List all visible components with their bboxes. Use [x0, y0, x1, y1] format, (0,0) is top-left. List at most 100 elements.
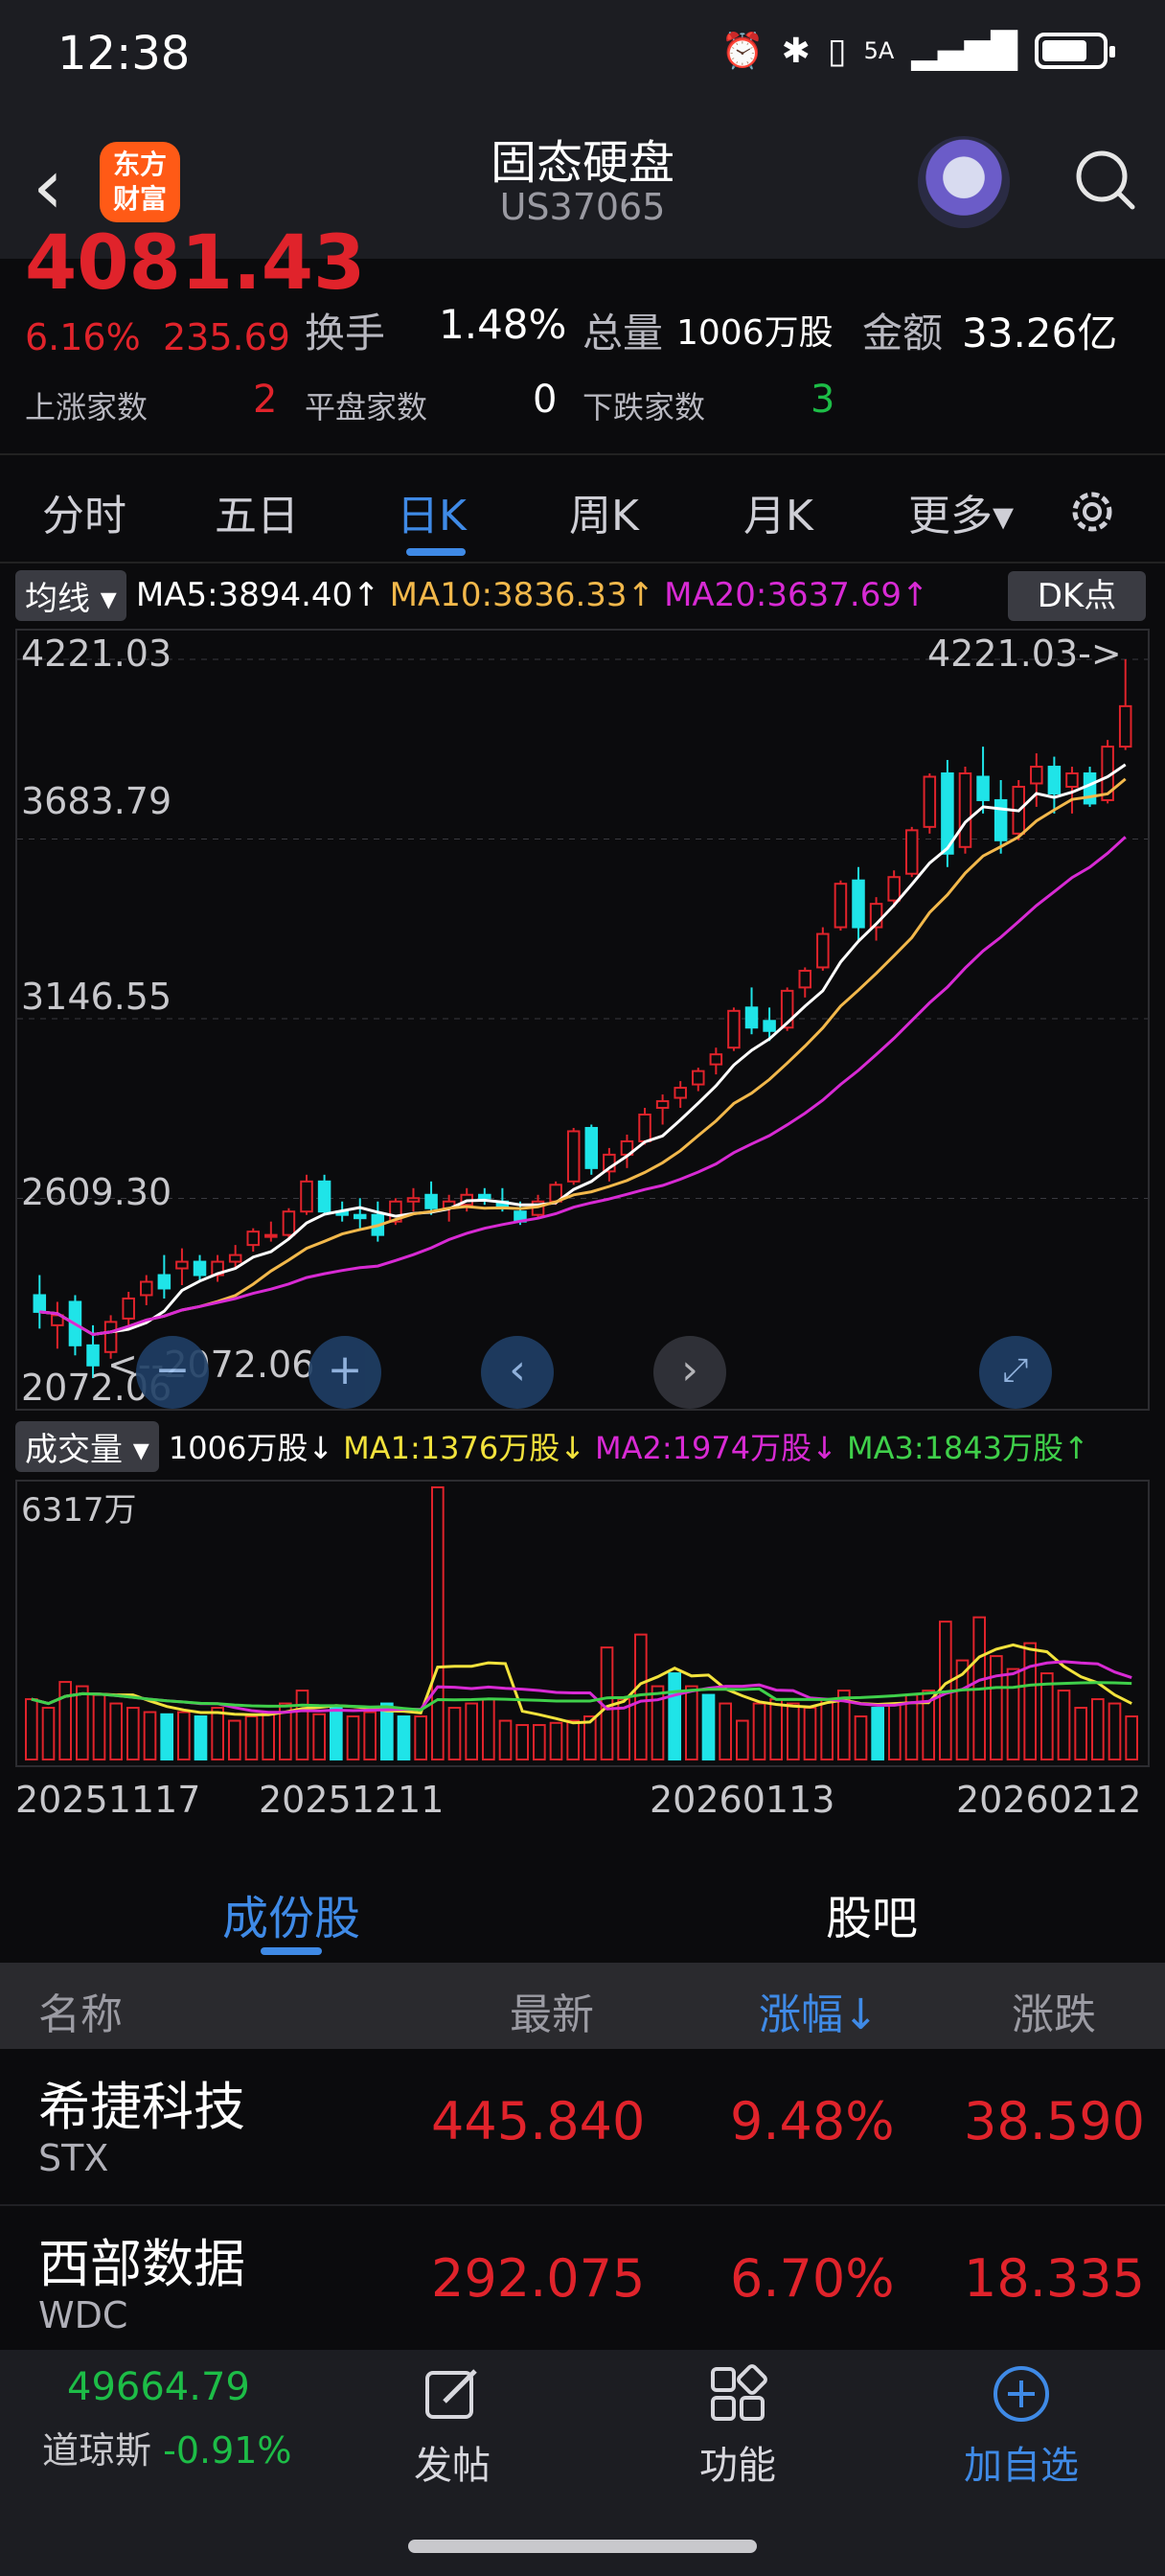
tab-forum[interactable]: 股吧: [826, 1892, 919, 1945]
chart-zoom-in-button[interactable]: +: [308, 1336, 381, 1409]
ma20-label: MA20:3637.69↑: [664, 576, 929, 614]
tab-indicator: [406, 548, 466, 556]
candle-body: [300, 1180, 313, 1213]
kline-chart[interactable]: 4221.03 3683.79 3146.55 2609.30 2072.06 …: [15, 629, 1150, 1411]
brand-logo: 东方 财富: [100, 142, 180, 222]
candle-body: [1047, 766, 1062, 794]
index-value[interactable]: 49664.79: [67, 2365, 250, 2409]
volume-bar: [194, 1715, 208, 1760]
volume-bar: [820, 1698, 834, 1760]
volume-chart[interactable]: 6317万: [15, 1480, 1150, 1767]
volume-bar: [533, 1724, 546, 1760]
candle-body: [389, 1200, 402, 1223]
table-row[interactable]: 希捷科技 STX 445.840 9.48% 38.590: [0, 2049, 1165, 2206]
volume-bar: [160, 1713, 173, 1761]
volume-legend: 成交量 ▾ 1006万股↓ MA1:1376万股↓ MA2:1974万股↓ MA…: [15, 1420, 1089, 1472]
chart-right-button[interactable]: ›: [653, 1336, 726, 1409]
volume-bar: [465, 1702, 478, 1760]
candle-body: [228, 1254, 242, 1263]
fullscreen-icon[interactable]: ⤢: [979, 1336, 1052, 1409]
tab-constituents[interactable]: 成份股: [222, 1892, 361, 1945]
volume-bar: [701, 1693, 716, 1760]
stock-last: 292.075: [431, 2248, 646, 2309]
candle-body: [584, 1126, 599, 1169]
volume-bar: [447, 1707, 462, 1760]
ma5-label: MA5:3894.40↑: [135, 576, 380, 614]
candle-body: [727, 1009, 741, 1049]
candle-body: [798, 969, 812, 989]
volume-bar: [498, 1719, 513, 1760]
candle-body: [353, 1213, 367, 1220]
table-row[interactable]: 西部数据 WDC 292.075 6.70% 18.335: [0, 2206, 1165, 2363]
stock-change: 18.335: [964, 2248, 1145, 2309]
nav-functions[interactable]: 功能: [661, 2363, 814, 2490]
tab-more[interactable]: 更多▾: [908, 492, 1015, 540]
volume-value: 1006万股: [676, 313, 834, 353]
tab-intraday[interactable]: 分时: [42, 492, 126, 540]
dk-point-button[interactable]: DK点: [1008, 571, 1146, 621]
volume-bar: [888, 1702, 902, 1760]
volume-bar: [1074, 1707, 1087, 1760]
y-tick-label: 4221.03: [21, 632, 172, 675]
candle-body: [264, 1233, 278, 1238]
kline-svg: [17, 658, 1148, 1379]
back-button[interactable]: ‹: [33, 142, 63, 231]
high-annotation: 4221.03->: [927, 632, 1122, 675]
ma10-label: MA10:3836.33↑: [389, 576, 655, 614]
search-icon[interactable]: [1071, 136, 1138, 222]
nav-add-watchlist[interactable]: 加自选: [945, 2363, 1098, 2490]
candle-body: [958, 772, 972, 848]
volume-bar: [1125, 1715, 1138, 1760]
candle-body: [744, 1006, 759, 1029]
flat-count-label: 平盘家数: [305, 389, 428, 426]
candle-body: [923, 775, 937, 828]
volume-bar: [1091, 1698, 1105, 1760]
col-change[interactable]: 涨跌: [1012, 1990, 1096, 2039]
volume-bar: [482, 1698, 495, 1760]
volume-bar: [228, 1719, 241, 1760]
volume-bar: [634, 1633, 648, 1760]
candle-body: [834, 883, 848, 929]
tab-daily-k[interactable]: 日K: [397, 492, 467, 540]
candle-body: [638, 1114, 651, 1142]
stock-pct: 9.48%: [730, 2091, 895, 2151]
page-subtitle: US37065: [499, 186, 666, 228]
tab-monthly-k[interactable]: 月K: [743, 492, 813, 540]
stock-pct: 6.70%: [730, 2248, 895, 2309]
edit-icon: [425, 2369, 477, 2419]
home-indicator[interactable]: [408, 2540, 757, 2553]
volume-bar: [244, 1715, 259, 1760]
col-last[interactable]: 最新: [510, 1990, 594, 2039]
candle-body: [941, 772, 954, 855]
volume-bar: [1057, 1690, 1071, 1760]
candle-body: [175, 1260, 189, 1270]
assistant-avatar[interactable]: [918, 136, 1010, 228]
x-date-label: 20251211: [259, 1779, 445, 1821]
volume-bar: [769, 1698, 783, 1760]
ma-selector[interactable]: 均线 ▾: [15, 569, 126, 621]
volume-bar: [990, 1655, 1003, 1760]
volume-bar: [380, 1702, 394, 1760]
volume-bar: [312, 1713, 326, 1761]
volume-bar: [109, 1702, 123, 1760]
quote-panel: 4081.43 6.16% 235.69 换手 1.48% 总量 1006万股 …: [0, 220, 1165, 455]
volume-selector[interactable]: 成交量 ▾: [15, 1420, 159, 1472]
col-name[interactable]: 名称: [38, 1990, 123, 2039]
chart-zoom-out-button[interactable]: −: [136, 1336, 209, 1409]
y-tick-label: 2609.30: [21, 1171, 172, 1213]
tab-five-day[interactable]: 五日: [215, 492, 299, 540]
volume-bar: [803, 1707, 817, 1760]
col-pct[interactable]: 涨幅↓: [759, 1990, 879, 2039]
volume-bar: [854, 1715, 868, 1760]
gear-icon[interactable]: [1063, 483, 1121, 540]
candle-body: [904, 829, 919, 875]
chart-left-button[interactable]: ‹: [481, 1336, 554, 1409]
volume-label: 总量: [582, 310, 664, 356]
index-info[interactable]: 道琼斯 -0.91%: [42, 2421, 292, 2473]
volume-bar: [515, 1724, 529, 1760]
x-date-label: 20251117: [15, 1779, 201, 1821]
tab-weekly-k[interactable]: 周K: [569, 492, 639, 540]
candle-body: [887, 876, 901, 902]
candle-body: [976, 775, 990, 801]
nav-post[interactable]: 发帖: [376, 2363, 529, 2490]
